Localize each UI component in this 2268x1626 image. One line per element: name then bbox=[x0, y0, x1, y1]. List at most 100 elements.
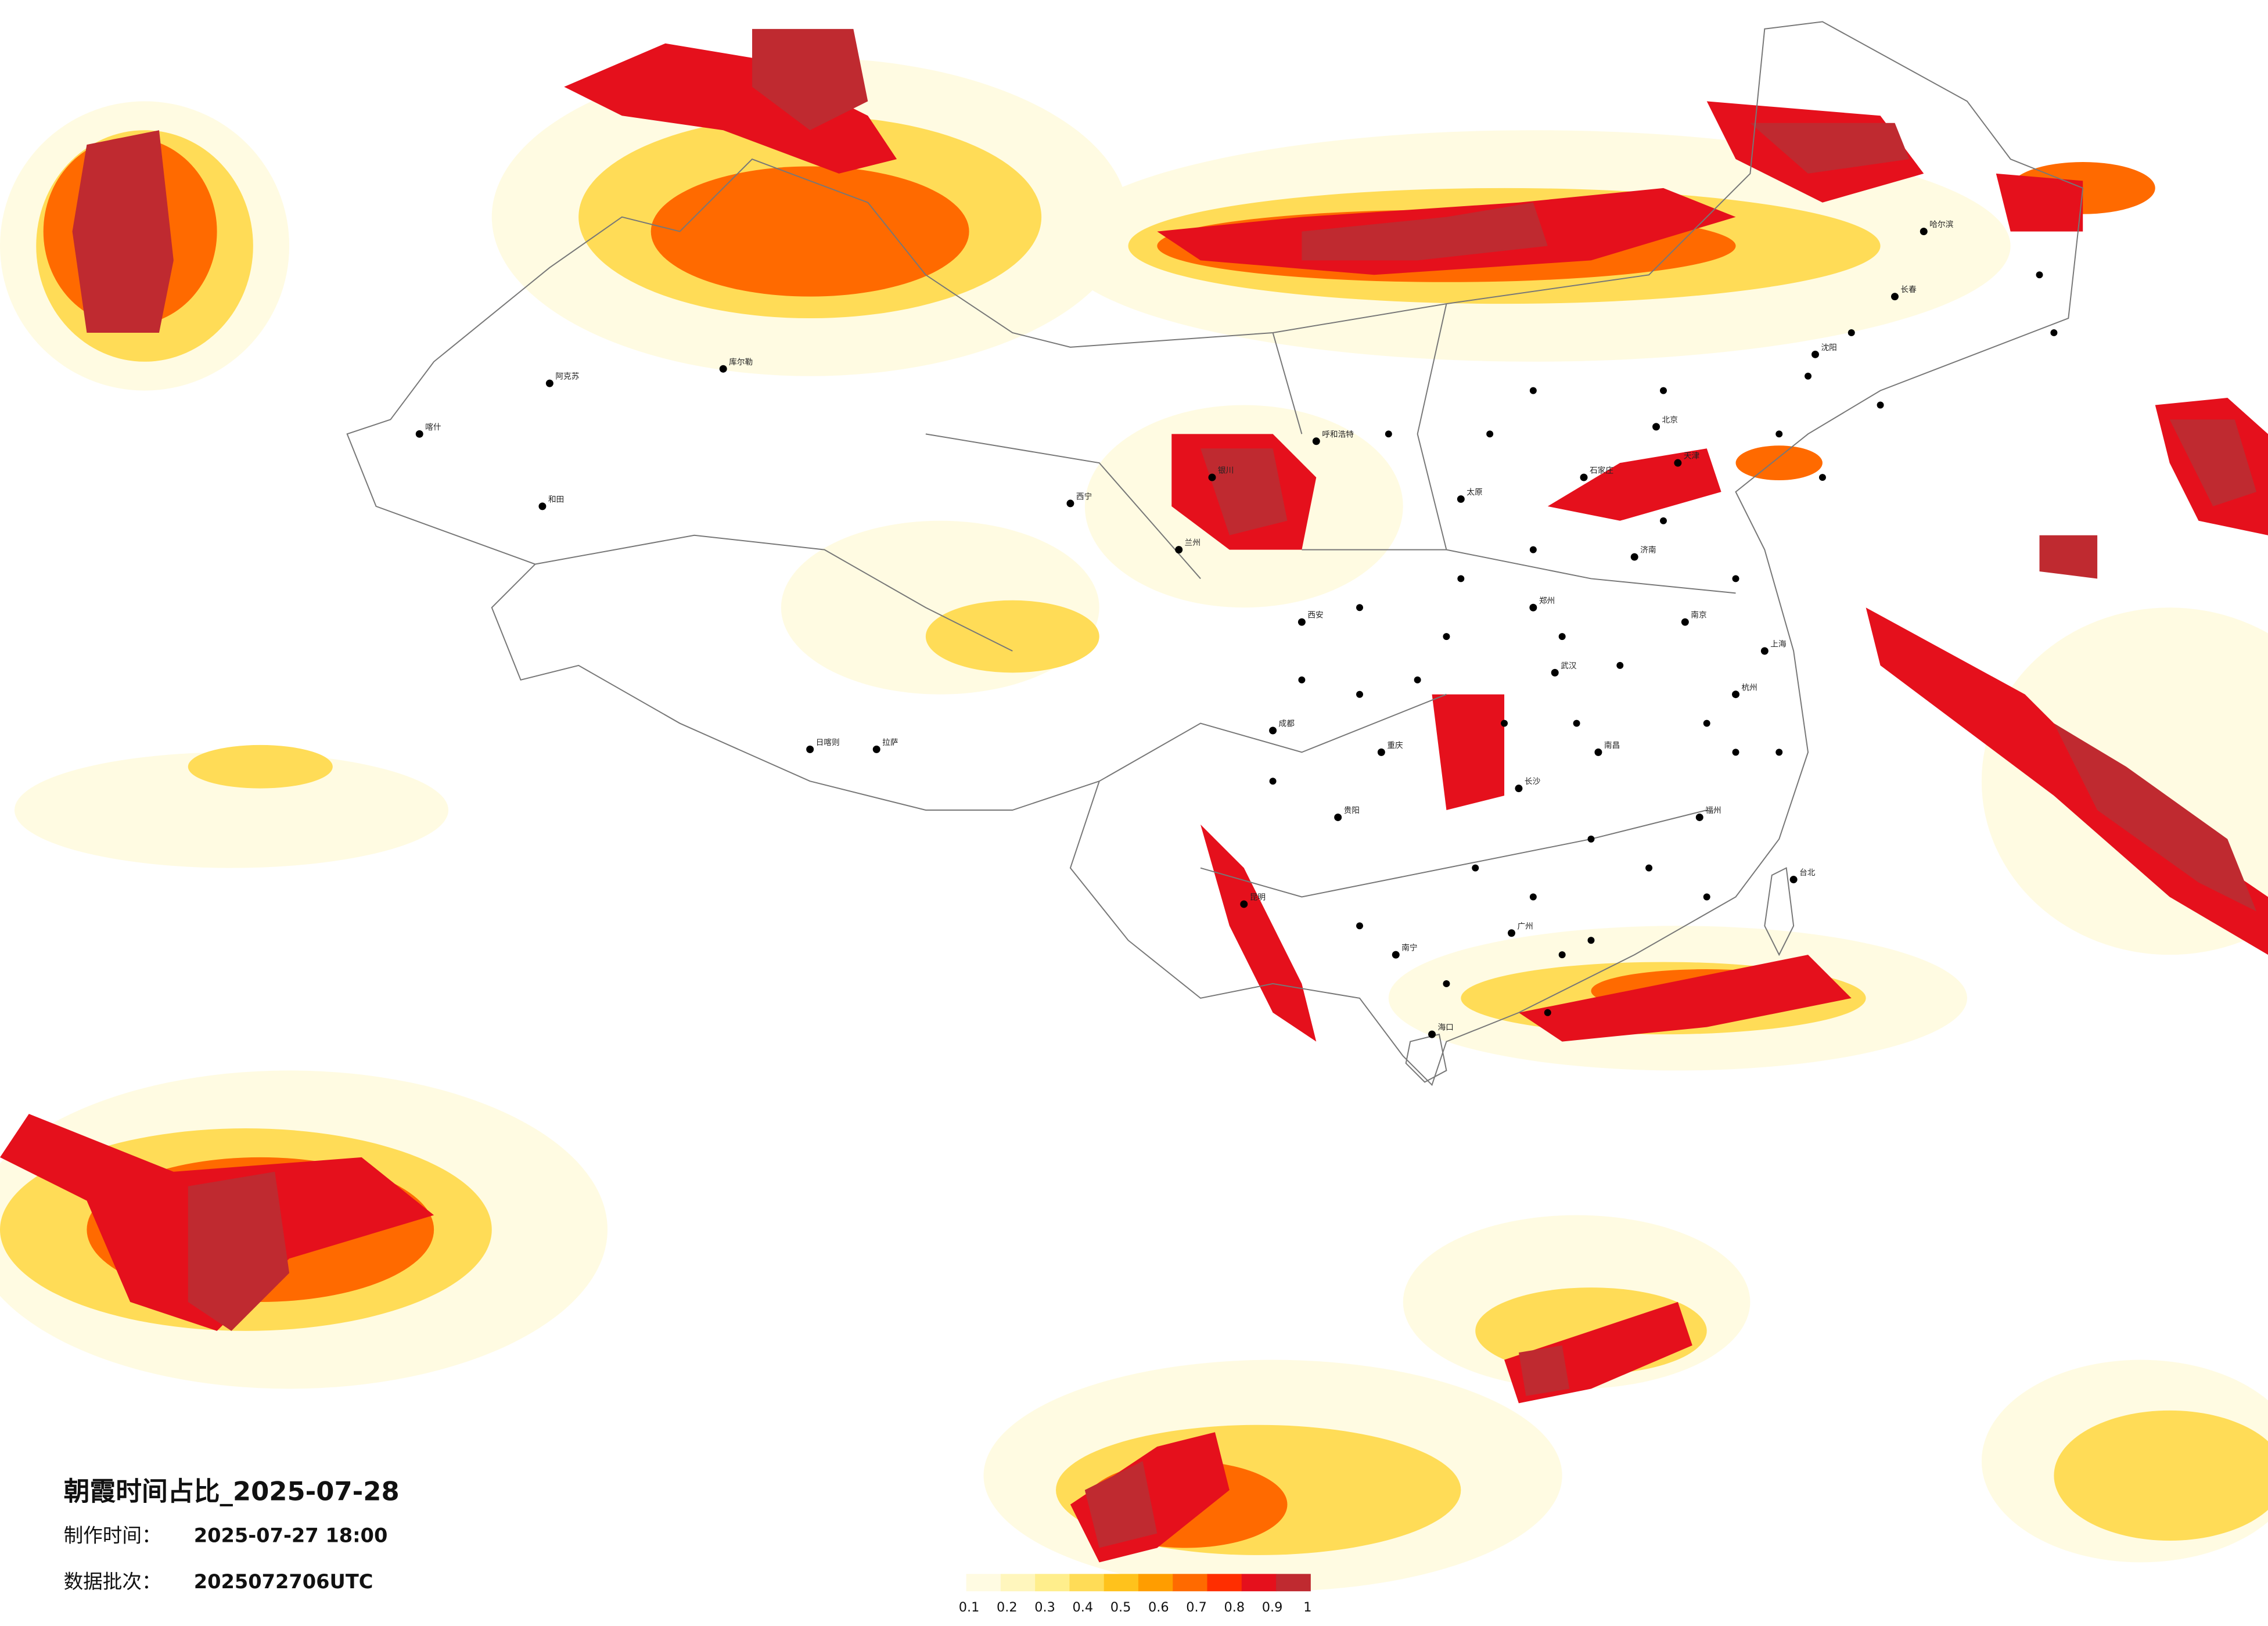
city-dot bbox=[1356, 922, 1363, 930]
city-label: 西宁 bbox=[1076, 491, 1092, 501]
legend-swatch bbox=[1000, 1574, 1036, 1592]
city-dot bbox=[1818, 474, 1826, 481]
city-dot bbox=[1508, 929, 1515, 937]
city-dot bbox=[1674, 459, 1682, 467]
city-label: 海口 bbox=[1437, 1023, 1453, 1033]
city-dot bbox=[1732, 690, 1739, 699]
city-dot bbox=[1732, 749, 1739, 756]
city-dot bbox=[1920, 228, 1928, 236]
legend-swatch bbox=[1035, 1574, 1070, 1592]
city-dot bbox=[415, 430, 423, 438]
made-value: 2025-07-27 18:00 bbox=[194, 1524, 388, 1547]
legend-swatch bbox=[1276, 1574, 1311, 1592]
map-title: 朝霞时间占比_2025-07-28 bbox=[64, 1476, 400, 1506]
city-label: 南京 bbox=[1691, 611, 1706, 620]
country-outline bbox=[346, 21, 2084, 1087]
city-dot bbox=[2036, 271, 2043, 279]
city-dot bbox=[1269, 778, 1277, 785]
city-dot bbox=[1457, 575, 1465, 582]
city-dot bbox=[1681, 618, 1689, 626]
city-label: 阿克苏 bbox=[555, 372, 579, 382]
city-label: 长沙 bbox=[1525, 777, 1541, 786]
city-label: 沈阳 bbox=[1821, 343, 1836, 352]
city-dot bbox=[1732, 575, 1739, 582]
city-dot bbox=[1890, 293, 1899, 301]
city-dot bbox=[1457, 495, 1465, 503]
city-label: 杭州 bbox=[1741, 683, 1757, 692]
city-label: 天津 bbox=[1684, 452, 1700, 461]
city-dot bbox=[1558, 633, 1566, 641]
city-dot bbox=[1515, 785, 1523, 793]
city-dot bbox=[1175, 546, 1183, 554]
city-dot bbox=[1066, 499, 1074, 508]
city-dot bbox=[1703, 720, 1710, 727]
city-dot bbox=[1587, 835, 1595, 843]
city-dot bbox=[1630, 553, 1638, 561]
city-dot bbox=[1645, 864, 1653, 872]
batch-label: 数据批次： bbox=[64, 1570, 161, 1593]
city-dot bbox=[1334, 813, 1342, 821]
city-dot bbox=[1414, 676, 1421, 684]
city-dot bbox=[1472, 864, 1479, 872]
city-dot bbox=[1385, 430, 1392, 438]
city-label: 重庆 bbox=[1387, 741, 1403, 750]
city-dot bbox=[1297, 618, 1306, 626]
city-dot bbox=[1269, 726, 1277, 735]
city-label: 银川 bbox=[1218, 466, 1234, 476]
city-dot bbox=[1660, 387, 1667, 394]
city-dot bbox=[1775, 430, 1783, 438]
legend-swatch bbox=[1069, 1574, 1105, 1592]
city-dot bbox=[1486, 430, 1494, 438]
city-dot bbox=[1805, 372, 1812, 380]
made-label: 制作时间： bbox=[64, 1524, 161, 1547]
city-dot bbox=[1428, 1030, 1436, 1038]
city-dot bbox=[1695, 813, 1703, 821]
city-label: 台北 bbox=[1799, 868, 1816, 877]
city-label: 福州 bbox=[1705, 806, 1721, 815]
probability-field bbox=[0, 28, 2268, 1592]
legend-tick-label: 0.6 bbox=[1148, 1600, 1169, 1615]
legend-swatch bbox=[1207, 1574, 1242, 1592]
city-dot bbox=[1240, 900, 1248, 908]
city-dot bbox=[872, 745, 880, 753]
city-dot bbox=[1760, 647, 1769, 655]
city-dot bbox=[1703, 893, 1710, 901]
legend-tick-label: 0.4 bbox=[1073, 1600, 1094, 1615]
city-dot bbox=[1551, 668, 1559, 677]
city-dot bbox=[1544, 1009, 1551, 1016]
legend-swatch bbox=[1104, 1574, 1139, 1592]
city-dot bbox=[1573, 720, 1580, 727]
city-label: 和田 bbox=[548, 495, 564, 504]
city-dot bbox=[1616, 661, 1624, 669]
city-dot bbox=[538, 502, 547, 510]
city-dot bbox=[1501, 720, 1508, 727]
city-label: 呼和浩特 bbox=[1322, 430, 1354, 439]
city-label: 南宁 bbox=[1401, 943, 1417, 953]
city-dot bbox=[1558, 951, 1566, 959]
city-label: 日喀则 bbox=[816, 738, 840, 747]
city-dot bbox=[1392, 951, 1400, 959]
city-dot bbox=[1652, 423, 1660, 431]
city-label: 库尔勒 bbox=[729, 358, 753, 367]
city-label: 济南 bbox=[1640, 546, 1656, 555]
city-dot bbox=[1312, 437, 1320, 445]
city-label: 昆明 bbox=[1250, 893, 1266, 902]
city-dot bbox=[719, 365, 727, 373]
city-dot bbox=[1660, 517, 1667, 524]
city-label: 西安 bbox=[1307, 611, 1323, 620]
legend: 0.1 0.2 0.3 0.4 0.5 0.6 0.7 0.8 0.9 1 bbox=[959, 1574, 1311, 1615]
city-dot bbox=[1356, 604, 1363, 611]
city-dot bbox=[1529, 603, 1537, 611]
city-dot bbox=[2050, 329, 2058, 336]
city-label: 广州 bbox=[1517, 922, 1533, 931]
city-label: 喀什 bbox=[425, 423, 441, 432]
city-dot bbox=[1208, 473, 1216, 481]
legend-tick-label: 0.3 bbox=[1034, 1600, 1055, 1615]
city-dot bbox=[1356, 690, 1363, 698]
city-dot bbox=[1580, 473, 1588, 481]
city-dot bbox=[1877, 401, 1884, 409]
city-label: 长春 bbox=[1900, 285, 1917, 294]
